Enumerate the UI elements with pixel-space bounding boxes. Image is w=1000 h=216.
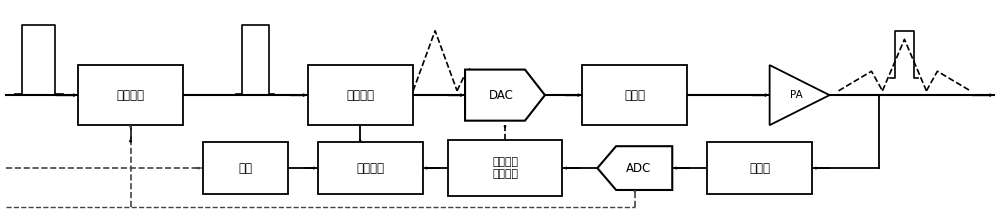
Text: 智能信号
处理模块: 智能信号 处理模块: [492, 157, 518, 179]
Bar: [318, 142, 423, 194]
Polygon shape: [770, 65, 830, 125]
Bar: [203, 142, 288, 194]
Polygon shape: [597, 146, 672, 190]
Text: ADC: ADC: [626, 162, 651, 175]
Text: PA: PA: [790, 90, 803, 100]
Text: 上变频: 上变频: [624, 89, 645, 102]
Text: 延时: 延时: [238, 162, 252, 175]
Polygon shape: [465, 70, 545, 121]
Text: 预失真器: 预失真器: [346, 89, 374, 102]
Bar: [308, 65, 413, 125]
Text: DAC: DAC: [489, 89, 513, 102]
Bar: [707, 142, 812, 194]
Text: 插值模块: 插值模块: [117, 89, 145, 102]
Bar: [78, 65, 183, 125]
Text: 参数训练: 参数训练: [356, 162, 384, 175]
Bar: [582, 65, 687, 125]
Text: 下变频: 下变频: [749, 162, 770, 175]
Bar: [448, 140, 562, 196]
